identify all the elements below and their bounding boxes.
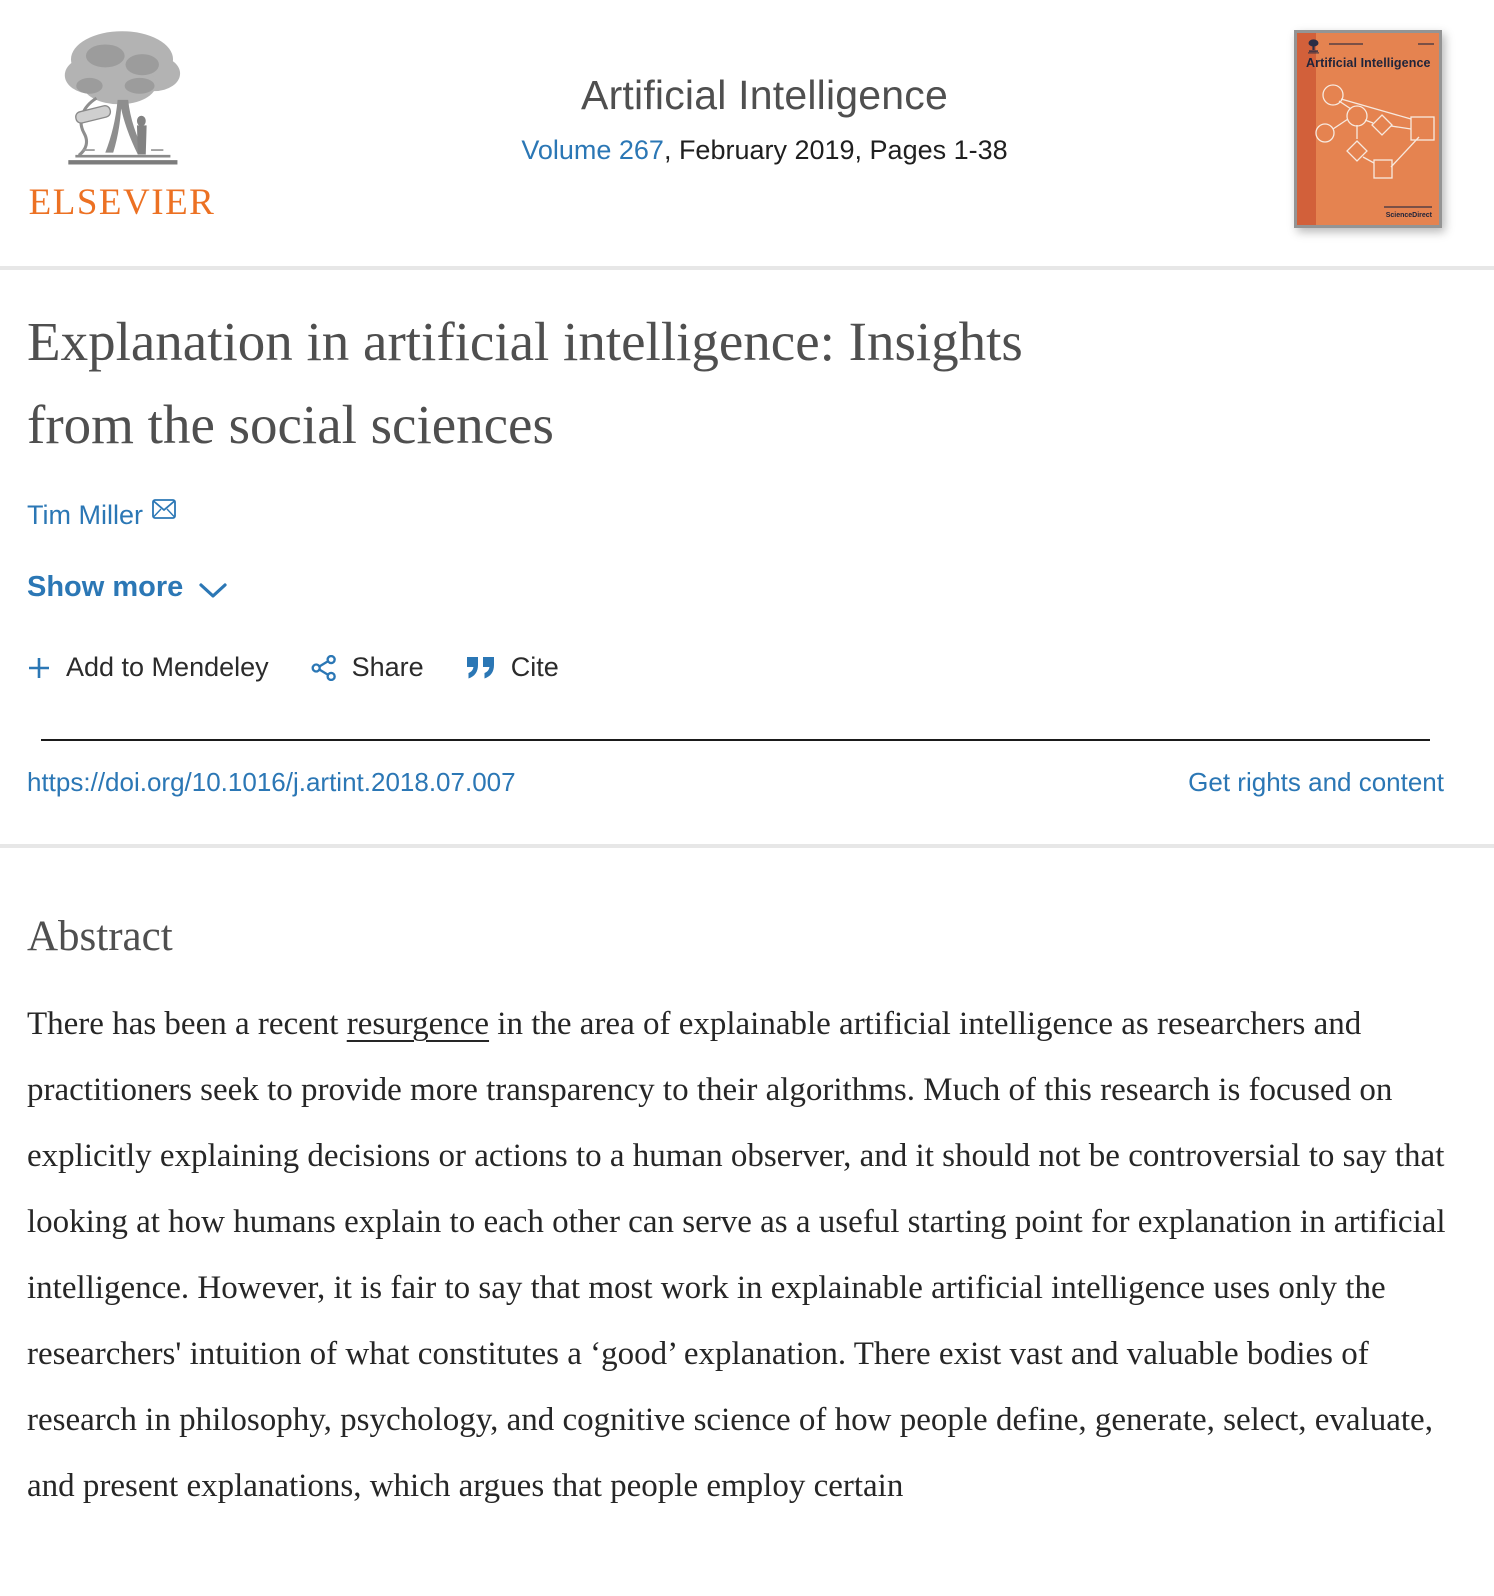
doi-bar: https://doi.org/10.1016/j.artint.2018.07… (27, 767, 1444, 844)
cover-network-graphic (1315, 84, 1435, 179)
article-title: Explanation in artificial intelligence: … (27, 311, 1023, 455)
header-divider (0, 266, 1494, 270)
author-link[interactable]: Tim Miller (27, 500, 143, 530)
chevron-down-icon[interactable] (199, 582, 227, 599)
abstract-text-before: There has been a recent (27, 1006, 347, 1042)
email-envelope-icon[interactable] (152, 498, 176, 519)
cover-corner-microtext (1418, 43, 1434, 45)
add-to-mendeley-button[interactable]: Add to Mendeley (27, 652, 269, 683)
cite-button[interactable]: Cite (466, 652, 559, 683)
issue-info: , February 2019, Pages 1-38 (663, 135, 1008, 165)
abstract-text-after: in the area of explainable artificial in… (27, 1006, 1446, 1504)
doi-section-divider (41, 739, 1430, 741)
share-label: Share (351, 652, 424, 682)
elsevier-wordmark: ELSEVIER (28, 182, 216, 223)
cover-available-online-microtext (1384, 206, 1432, 208)
get-rights-link[interactable]: Get rights and content (1188, 767, 1444, 797)
cover-elsevier-mini-logo-icon (1308, 39, 1319, 54)
share-button[interactable]: Share (311, 652, 424, 683)
abstract-section: Abstract There has been a recent resurge… (0, 912, 1494, 1519)
abstract-heading: Abstract (27, 913, 173, 960)
show-more-button[interactable]: Show more (27, 571, 184, 603)
doi-link[interactable]: https://doi.org/10.1016/j.artint.2018.07… (27, 767, 516, 797)
journal-issue-line: Volume 267, February 2019, Pages 1-38 (235, 135, 1294, 166)
elsevier-tree-icon (64, 31, 181, 165)
author-row: Tim Miller (27, 498, 1444, 531)
cover-journal-title: Artificial Intelligence (1306, 56, 1431, 70)
journal-cover-thumbnail[interactable]: Artificial Intelligence (1294, 30, 1442, 228)
share-icon (311, 654, 336, 681)
journal-header: ELSEVIER Artificial Intelligence Volume … (0, 0, 1494, 266)
elsevier-logo[interactable]: ELSEVIER (0, 24, 222, 224)
volume-link[interactable]: Volume 267 (521, 135, 664, 165)
cover-sciencedirect-label: ScienceDirect (1385, 212, 1432, 219)
quote-cite-icon (466, 656, 494, 678)
cite-label: Cite (510, 652, 559, 682)
actions-toolbar: Add to Mendeley Share (27, 652, 1444, 683)
article-head: Explanation in artificial intelligence: … (0, 300, 1494, 844)
resurgence-term-link[interactable]: resurgence (346, 1006, 490, 1042)
abstract-text: There has been a recent resurgence in th… (27, 991, 1457, 1519)
add-to-mendeley-label: Add to Mendeley (66, 652, 269, 682)
journal-title-link[interactable]: Artificial Intelligence (581, 72, 948, 118)
cover-issue-microtext (1329, 43, 1363, 45)
plus-icon (29, 657, 49, 678)
journal-info: Artificial Intelligence Volume 267, Febr… (235, 24, 1294, 166)
show-more-row: Show more (27, 571, 1444, 604)
abstract-divider (0, 844, 1494, 848)
